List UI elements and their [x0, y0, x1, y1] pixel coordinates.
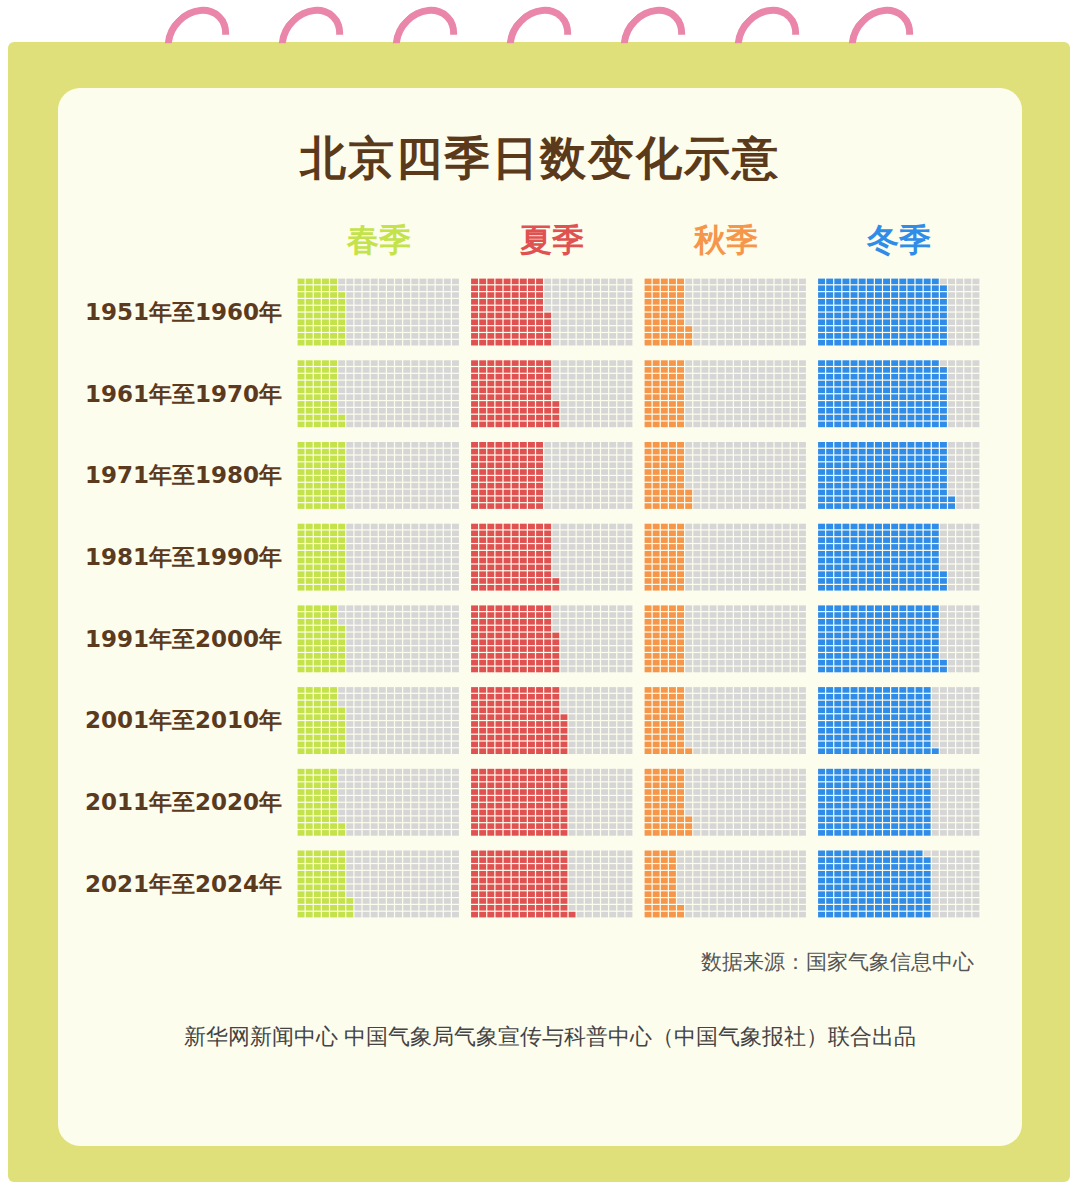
svg-text:冬季: 冬季: [866, 221, 931, 259]
svg-text:2001年至2010年: 2001年至2010年: [85, 707, 282, 733]
svg-text:1981年至1990年: 1981年至1990年: [85, 544, 282, 570]
svg-text:1991年至2000年: 1991年至2000年: [85, 626, 282, 652]
svg-text:夏季: 夏季: [519, 221, 584, 259]
html-text:新华网新闻中心 中国气象局气象宣传与科普中心（中国气象报社）: 新华网新闻中心 中国气象局气象宣传与科普中心（中国气象报社）联合出品: [183, 1024, 917, 1049]
svg-text:春季: 春季: [346, 221, 411, 259]
svg-text:秋季: 秋季: [693, 221, 758, 259]
html-text:数据来源：国家气象信息中心: 数据来源：国家气象信息中心: [701, 950, 974, 974]
svg-text:2011年至2020年: 2011年至2020年: [85, 789, 282, 815]
svg-text:1971年至1980年: 1971年至1980年: [85, 462, 282, 488]
svg-text:1961年至1970年: 1961年至1970年: [85, 381, 282, 407]
svg-text:2021年至2024年: 2021年至2024年: [85, 871, 282, 897]
svg-text:1951年至1960年: 1951年至1960年: [85, 299, 282, 325]
html-text:北京四季日数变化示意: 北京四季日数变化示意: [300, 131, 780, 185]
